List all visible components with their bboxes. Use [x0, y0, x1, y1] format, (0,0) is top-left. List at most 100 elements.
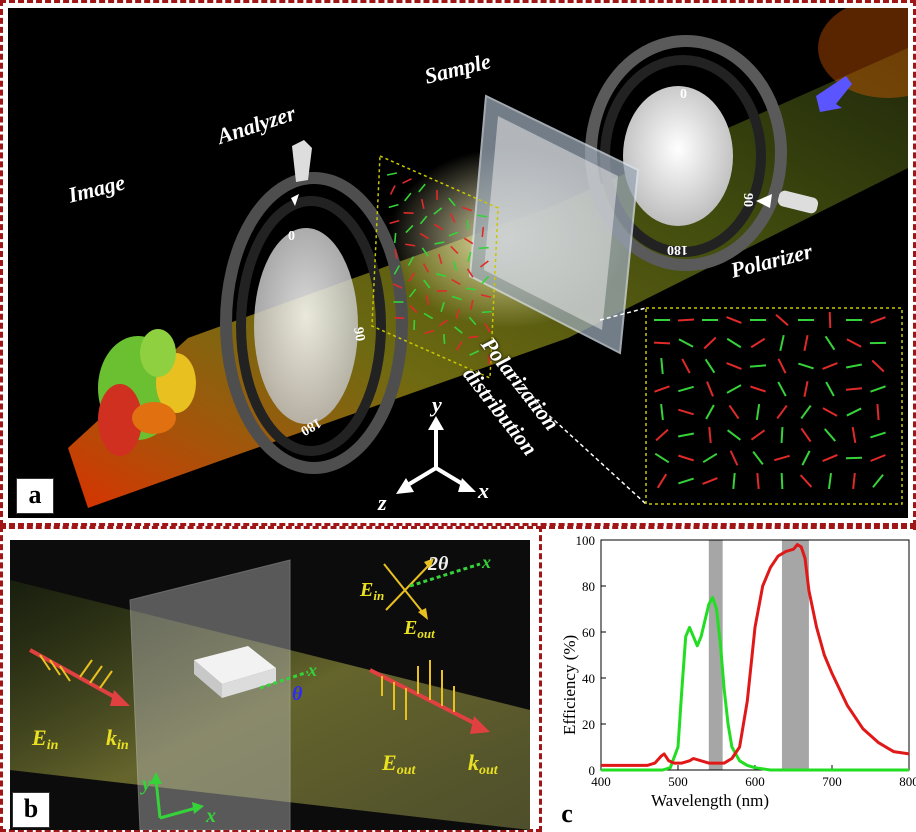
y-axis-label: Efficiency (%)	[560, 635, 579, 735]
inset-arrow	[822, 407, 838, 417]
field-arrow	[448, 197, 456, 207]
inset-arrow	[732, 472, 736, 490]
inset-arrow	[656, 473, 668, 489]
inset-arrow	[727, 429, 741, 441]
polarization-inset	[645, 307, 903, 505]
inset-arrow	[726, 362, 742, 370]
field-arrow	[420, 198, 425, 210]
x-axis-label: Wavelength (nm)	[651, 791, 769, 810]
field-arrow	[393, 232, 397, 244]
inset-arrow	[750, 385, 766, 393]
sample-plate-b	[129, 559, 291, 830]
inset-arrow	[872, 474, 884, 488]
rot-e-in-label: Ein	[359, 579, 384, 603]
rot-e-out-label: Eout	[403, 617, 435, 641]
field-arrow	[450, 245, 459, 255]
inset-arrow	[800, 427, 812, 443]
y-tick-label: 60	[582, 625, 595, 640]
inset-arrow	[708, 426, 712, 444]
inset-arrow	[803, 380, 809, 398]
inset-arrow	[726, 316, 742, 324]
x-tick-label: 700	[822, 774, 842, 789]
y-tick-label: 100	[576, 533, 596, 548]
e-out-label: Eout	[381, 750, 416, 778]
inset-arrow	[845, 387, 863, 391]
field-arrow	[466, 268, 474, 278]
polarizer-tick-0: 0	[680, 87, 687, 102]
inset-arrow	[654, 385, 670, 393]
inset-arrow	[750, 337, 766, 349]
inset-arrow	[726, 337, 742, 349]
x-tick-label: 800	[899, 774, 916, 789]
polarizer-tick-90: 90	[740, 193, 755, 207]
field-arrow	[451, 295, 462, 301]
field-arrow	[422, 263, 430, 273]
series-line-2	[601, 543, 910, 767]
inset-arrow	[870, 431, 886, 439]
inset-arrow	[677, 432, 695, 438]
inset-arrow	[678, 454, 694, 462]
beam-source-glow	[818, 8, 908, 98]
inset-arrow	[705, 404, 715, 420]
inset-arrow	[777, 381, 787, 397]
inset-arrow	[780, 426, 784, 444]
inset-arrow	[728, 404, 740, 420]
field-arrow	[402, 178, 412, 184]
inset-arrow	[798, 362, 814, 370]
field-arrow	[438, 319, 448, 327]
field-arrow	[451, 278, 461, 286]
inset-arrow	[779, 334, 785, 352]
field-arrow	[438, 253, 443, 265]
field-arrow	[435, 273, 447, 277]
two-theta-label: 2θ	[427, 553, 449, 575]
field-arrow	[462, 206, 472, 212]
panel-a-tag: a	[16, 478, 54, 514]
panel-b-scene: x θ Ein kin Eout kout x 2θ Ein Eout	[10, 552, 530, 830]
analyzer-tick-90: 90	[350, 326, 367, 342]
field-arrow	[443, 333, 446, 345]
inset-arrow	[750, 429, 766, 441]
inset-arrow	[828, 311, 832, 329]
field-arrow	[484, 323, 491, 333]
inset-arrow	[677, 318, 695, 322]
polarizer-dial: 0 90 180	[585, 35, 819, 271]
inset-arrow	[660, 403, 664, 421]
inset-arrow	[678, 477, 694, 485]
sample-plate	[468, 94, 640, 355]
inset-arrow	[846, 407, 862, 417]
inset-arrow	[678, 385, 694, 393]
inset-arrow	[851, 426, 857, 444]
polarizer-tick-180: 180	[667, 242, 688, 257]
inset-arrow	[678, 338, 694, 348]
field-arrow	[483, 340, 494, 348]
field-arrow	[388, 203, 399, 209]
axis-z-label: z	[377, 490, 387, 515]
field-arrow	[393, 265, 400, 275]
field-arrow	[478, 246, 489, 250]
analyzer-dial: 0 90 180	[220, 140, 408, 474]
field-arrow	[463, 237, 474, 245]
inset-arrow	[703, 336, 717, 350]
inset-arrow	[775, 313, 789, 327]
field-arrow	[481, 275, 490, 285]
y-tick-label: 80	[582, 579, 595, 594]
inset-arrow	[827, 472, 833, 490]
fruit-image	[98, 329, 196, 456]
panel-b-frame	[0, 526, 542, 832]
field-arrow	[448, 231, 459, 237]
series-line-1	[601, 596, 909, 772]
b-axis-x-label: x	[205, 805, 216, 827]
field-arrow	[469, 350, 480, 356]
field-arrow	[405, 224, 414, 234]
field-arrow	[392, 283, 403, 289]
field-arrow	[394, 248, 398, 260]
field-arrow	[468, 335, 479, 339]
field-arrow	[470, 299, 474, 311]
inset-arrow	[777, 358, 787, 374]
field-arrow	[407, 256, 415, 266]
inset-arrow	[824, 335, 836, 351]
inset-arrow	[780, 472, 784, 490]
x-tick-label: 500	[668, 774, 688, 789]
block-axis-x: x	[307, 660, 317, 680]
field-arrow	[405, 243, 416, 247]
